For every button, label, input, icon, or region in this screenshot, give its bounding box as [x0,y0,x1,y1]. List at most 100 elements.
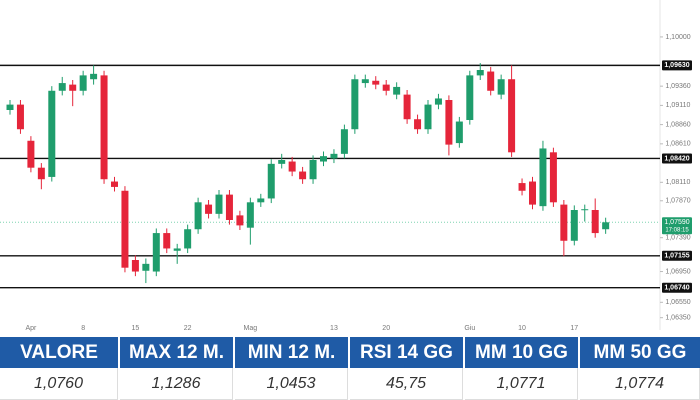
header-cell: VALORE [0,337,118,368]
header-cell: MIN 12 M. [235,337,348,368]
candle-body [549,152,557,203]
candle-body [90,73,98,80]
candle-body [560,204,568,241]
header-cell: MM 10 GG [465,337,578,368]
candle-body [476,70,484,76]
y-tick-label: 1,06350 [665,315,690,322]
y-tick-label: 1,08610 [665,141,690,148]
value-cell: 1,0760 [0,368,118,400]
candle-body [194,202,202,230]
candle-body [257,198,265,203]
y-tick-label: 1,08860 [665,121,690,128]
candle-body [173,248,181,251]
x-tick-label: Apr [25,325,37,332]
candle-body [497,79,505,95]
y-tick-label: 1,06950 [665,268,690,275]
candle-body [393,86,401,95]
level-label: 1,08420 [664,155,689,162]
candle-body [455,121,463,144]
last-price-label: 1,07590 [664,219,689,226]
candle-body [340,129,348,154]
candle-body [591,210,599,234]
candle-body [69,84,77,91]
candle-body [403,94,411,120]
candle-body [236,215,244,226]
candle-body [225,194,233,220]
value-cell: 1,0453 [235,368,348,400]
candle-body [131,260,139,272]
candle-body [581,209,589,211]
value-cell: 1,0771 [465,368,578,400]
level-label-box [662,60,692,71]
candle-body [424,104,432,130]
candle-body [246,202,254,228]
candle-body [58,83,66,91]
candle-body [602,222,610,230]
value-cell: 1,1286 [120,368,233,400]
candle-body [278,160,286,164]
candle-body [100,75,108,180]
candle-body [570,210,578,241]
candle-body [6,104,14,110]
x-tick-label: Mag [244,325,258,332]
candle-body [205,204,213,214]
header-cell: MAX 12 M. [120,337,233,368]
candle-body [466,75,474,120]
value-cell: 1,0774 [580,368,700,400]
header-cell: MM 50 GG [580,337,700,368]
last-price-time: 17:08:15 [665,227,689,233]
candle-body [372,80,380,85]
level-label-box [662,282,692,293]
candle-body [361,79,369,84]
y-tick-label: 1,10000 [665,34,690,41]
candle-body [121,190,129,268]
level-label-box [662,250,692,261]
x-tick-label: 8 [81,325,85,332]
candle-body [529,181,536,205]
candle-body [152,233,160,272]
candle-body [37,167,45,180]
candle-body [48,90,56,177]
candle-body [163,233,171,249]
level-label-box [662,153,692,164]
candle-body [351,79,359,130]
x-tick-label: 20 [382,325,390,332]
y-tick-label: 1,09360 [665,83,690,90]
candle-body [288,161,296,172]
candle-body [267,163,275,199]
x-tick-label: 22 [184,325,192,332]
candle-body [434,98,442,105]
candle-body [111,181,118,187]
candle-body [539,148,547,207]
candle-body [16,104,24,130]
candle-body [445,100,453,145]
y-tick-label: 1,07390 [665,235,690,242]
x-tick-label: 17 [570,325,578,332]
candle-body [299,171,307,180]
candle-body [508,79,516,153]
candle-body [27,140,35,168]
candle-body [142,263,150,271]
level-label: 1,07155 [664,253,689,260]
y-tick-label: 1,09110 [666,102,691,109]
y-tick-label: 1,08110 [666,179,691,186]
level-label: 1,06740 [664,285,689,292]
x-tick-label: 10 [518,325,526,332]
candle-body [414,119,422,130]
candle-body [320,156,327,162]
candle-body [382,84,390,91]
header-cell: RSI 14 GG [350,337,463,368]
y-tick-label: 1,06550 [665,299,690,306]
candle-body [79,75,87,91]
stats-table: VALORE MAX 12 M. MIN 12 M. RSI 14 GG MM 10 G… [0,337,700,400]
candle-body [330,153,338,159]
candle-body [309,160,317,180]
y-tick-label: 1,07870 [665,198,690,205]
value-cell: 45,75 [350,368,463,400]
chart: 1,10000 1,09360 1,09110 1,08860 1,08610 1,081… [0,0,692,332]
candle-body [215,194,223,214]
candle-body [184,229,192,249]
level-label: 1,09630 [664,62,689,69]
candle-body [487,71,495,91]
